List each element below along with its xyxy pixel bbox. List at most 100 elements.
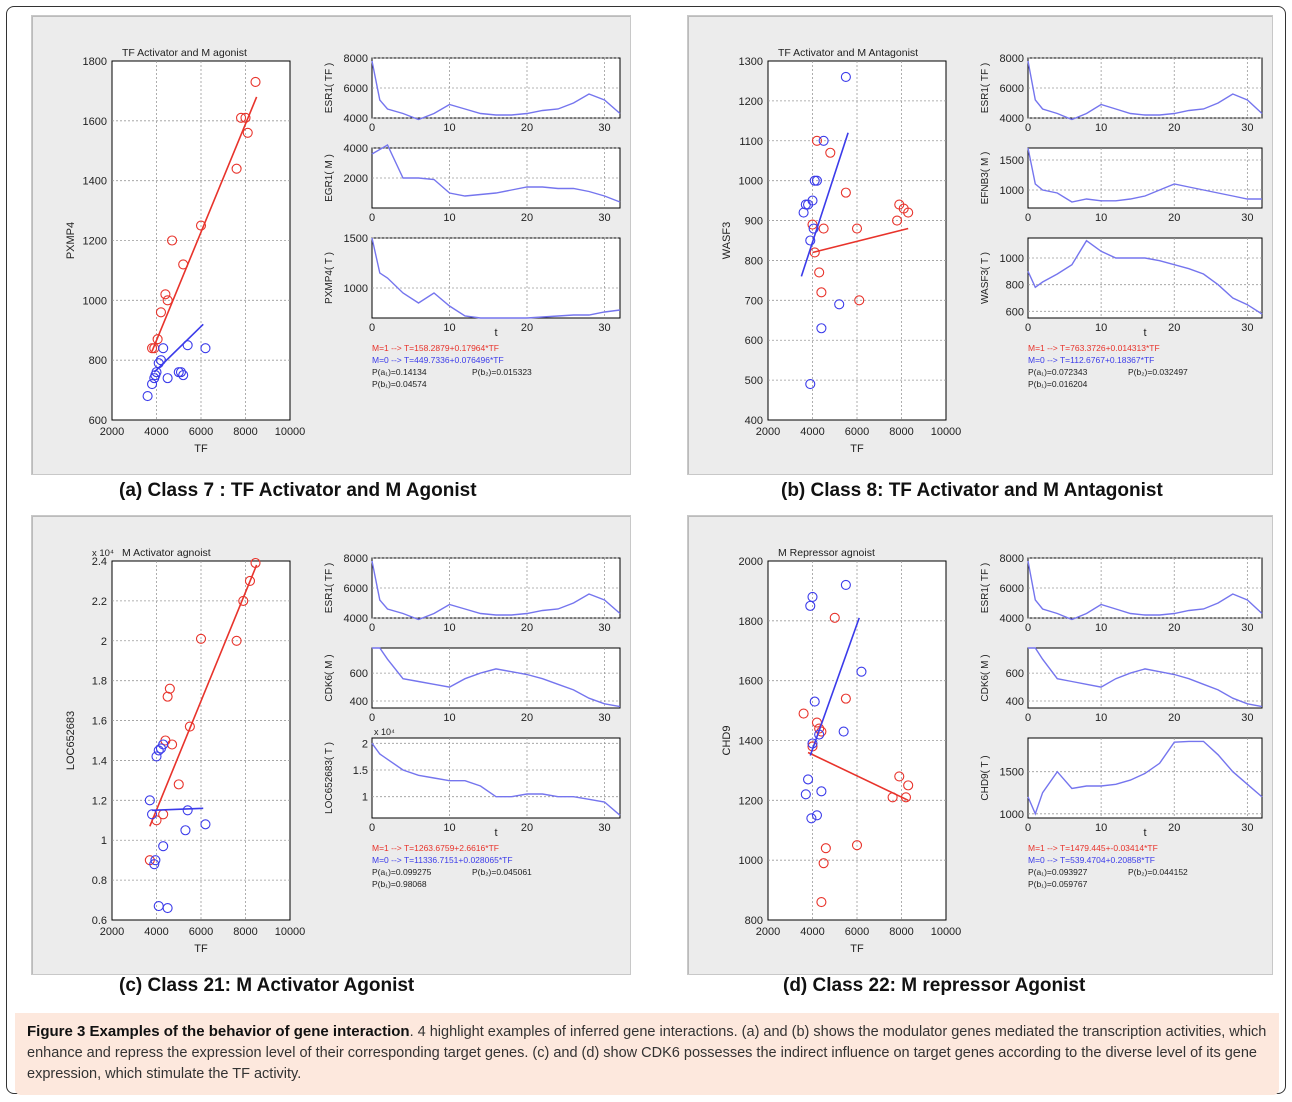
scatter-point-red: [851, 223, 863, 234]
main-y-tick-label: 1.2: [92, 795, 107, 807]
subplot-y-tick-label: 6000: [1000, 83, 1024, 95]
subplot-y-axis-label: CHD9( T ): [980, 755, 991, 800]
main-y-tick-label: 800: [89, 355, 107, 367]
subplot-x-tick-label: 20: [521, 212, 533, 224]
fit-line-blue: [800, 132, 849, 277]
subplot-x-tick-label: 30: [1241, 322, 1253, 334]
subplot-x-tick-label: 10: [1095, 622, 1107, 634]
panel-b-label: (b) Class 8: TF Activator and M Antagoni…: [781, 480, 1163, 501]
subplot-x-tick-label: 0: [1025, 712, 1031, 724]
main-x-tick-label: 10000: [931, 926, 962, 938]
time-course-line: [1027, 60, 1263, 121]
scatter-point-red: [162, 691, 173, 702]
stat-pb2: P(b₂)=0.015323: [472, 367, 532, 377]
fit-line-red: [151, 96, 258, 352]
subplot-y-axis-label: WASF3( T ): [980, 252, 991, 304]
scatter-point-red: [829, 612, 840, 623]
main-plot-area: [111, 560, 291, 921]
subplot-y-tick-label: 4000: [344, 613, 368, 625]
subplot-x-tick-label: 20: [1168, 712, 1180, 724]
fit-line-blue: [152, 807, 204, 812]
subplot-y-tick-label: 2000: [344, 173, 368, 185]
scatter-point-blue: [182, 340, 193, 351]
subplot-area: [1027, 737, 1263, 819]
main-y-tick-label: 1400: [739, 736, 763, 748]
main-y-tick-label: 1300: [739, 56, 763, 68]
subplot-x-tick-label: 20: [1168, 322, 1180, 334]
subplot-x-axis-label: t: [494, 827, 497, 839]
main-x-axis-label: TF: [194, 943, 208, 955]
main-x-tick-label: 6000: [845, 426, 869, 438]
scatter-point-blue: [150, 855, 161, 866]
scatter-point-red: [854, 295, 865, 306]
subplot-y-axis-label: CDK6( M ): [980, 654, 991, 701]
scatter-point-blue: [816, 323, 827, 334]
main-y-tick-label: 800: [745, 915, 763, 927]
stat-pb1: P(b₁)=0.016204: [1028, 379, 1088, 389]
subplot-y-tick-label: 1.5: [353, 765, 368, 777]
main-x-tick-label: 4000: [144, 426, 168, 438]
main-plot-area: [767, 60, 947, 421]
scatter-point-red: [240, 112, 251, 123]
main-y-tick-label: 600: [89, 415, 107, 427]
scatter-point-red: [231, 635, 242, 646]
main-y-tick-label: 1600: [83, 116, 107, 128]
main-y-axis-label: LOC652683: [65, 711, 77, 770]
scatter-point-red: [851, 840, 863, 851]
subplot-x-tick-label: 30: [1241, 822, 1253, 834]
scatter-point-blue: [840, 579, 851, 590]
scatter-point-red: [892, 215, 903, 226]
scatter-point-blue: [811, 175, 822, 186]
main-x-tick-label: 10000: [931, 426, 962, 438]
subplot-y-tick-label: 4000: [344, 143, 368, 155]
subplot-y-axis-label: ESR1( TF ): [324, 563, 335, 613]
stat-pb1: P(b₁)=0.04574: [372, 379, 427, 389]
fit-line-blue: [809, 617, 860, 756]
scatter-point-red: [814, 723, 825, 734]
main-x-tick-label: 10000: [275, 926, 306, 938]
subplot-x-tick-label: 30: [1241, 212, 1253, 224]
equation-m1: M=1 --> T=1263.6759+2.6616*TF: [372, 843, 499, 853]
main-x-tick-label: 6000: [845, 926, 869, 938]
subplot-x-axis-label: t: [1143, 827, 1146, 839]
subplot-y-tick-label: 4000: [344, 113, 368, 125]
subplot-area: [371, 647, 621, 709]
caption-text: . 4 highlight examples of inferred gene …: [27, 1024, 1267, 1082]
figure-frame: 2000 4000 6000 8000 10000 600 800 1000 1200 1400 1…: [6, 6, 1286, 1095]
scatter-point-blue: [142, 391, 153, 402]
main-x-axis-label: TF: [194, 443, 208, 455]
stat-pa1: P(a₁)=0.093927: [1028, 867, 1088, 877]
main-x-tick-label: 4000: [800, 426, 824, 438]
time-course-line: [1027, 239, 1263, 315]
main-y-tick-label: 1.8: [92, 676, 107, 688]
scatter-point-blue: [144, 795, 155, 806]
subplot-y-tick-label: 600: [1006, 306, 1024, 318]
panel-c: 2000 4000 6000 8000 10000 0.6 0.8 1 1.2 1.4 1.6 1.8…: [31, 515, 631, 975]
subplot-x-tick-label: 30: [598, 712, 610, 724]
main-exponent-label: x 10⁴: [92, 548, 114, 559]
scatter-point-blue: [153, 358, 164, 369]
scatter-point-blue: [151, 751, 162, 762]
subplot-y-tick-label: 8000: [344, 53, 368, 65]
subplot-y-axis-label: CDK6( M ): [324, 654, 335, 701]
subplot-x-tick-label: 30: [598, 212, 610, 224]
panel-a-label: (a) Class 7 : TF Activator and M Agonist: [119, 480, 477, 501]
subplot-area: [1027, 147, 1263, 209]
scatter-point-blue: [838, 726, 849, 737]
subplot-x-tick-label: 0: [369, 712, 375, 724]
scatter-point-blue: [814, 729, 825, 740]
subplot-y-axis-label: LOC652683( T ): [324, 742, 335, 814]
subplot-x-tick-label: 0: [369, 322, 375, 334]
time-course-line: [371, 237, 621, 319]
scatter-point-red: [184, 721, 195, 732]
scatter-point-blue: [158, 841, 169, 852]
stat-pb2: P(b₂)=0.045061: [472, 867, 532, 877]
subplot-x-tick-label: 20: [1168, 622, 1180, 634]
time-course-line: [1027, 740, 1263, 816]
scatter-point-blue: [834, 299, 845, 310]
main-chart-title: M Repressor agnoist: [778, 547, 875, 559]
subplot-y-tick-label: 6000: [344, 583, 368, 595]
main-y-tick-label: 500: [745, 375, 763, 387]
main-y-tick-label: 1200: [739, 795, 763, 807]
scatter-point-red: [242, 127, 253, 138]
